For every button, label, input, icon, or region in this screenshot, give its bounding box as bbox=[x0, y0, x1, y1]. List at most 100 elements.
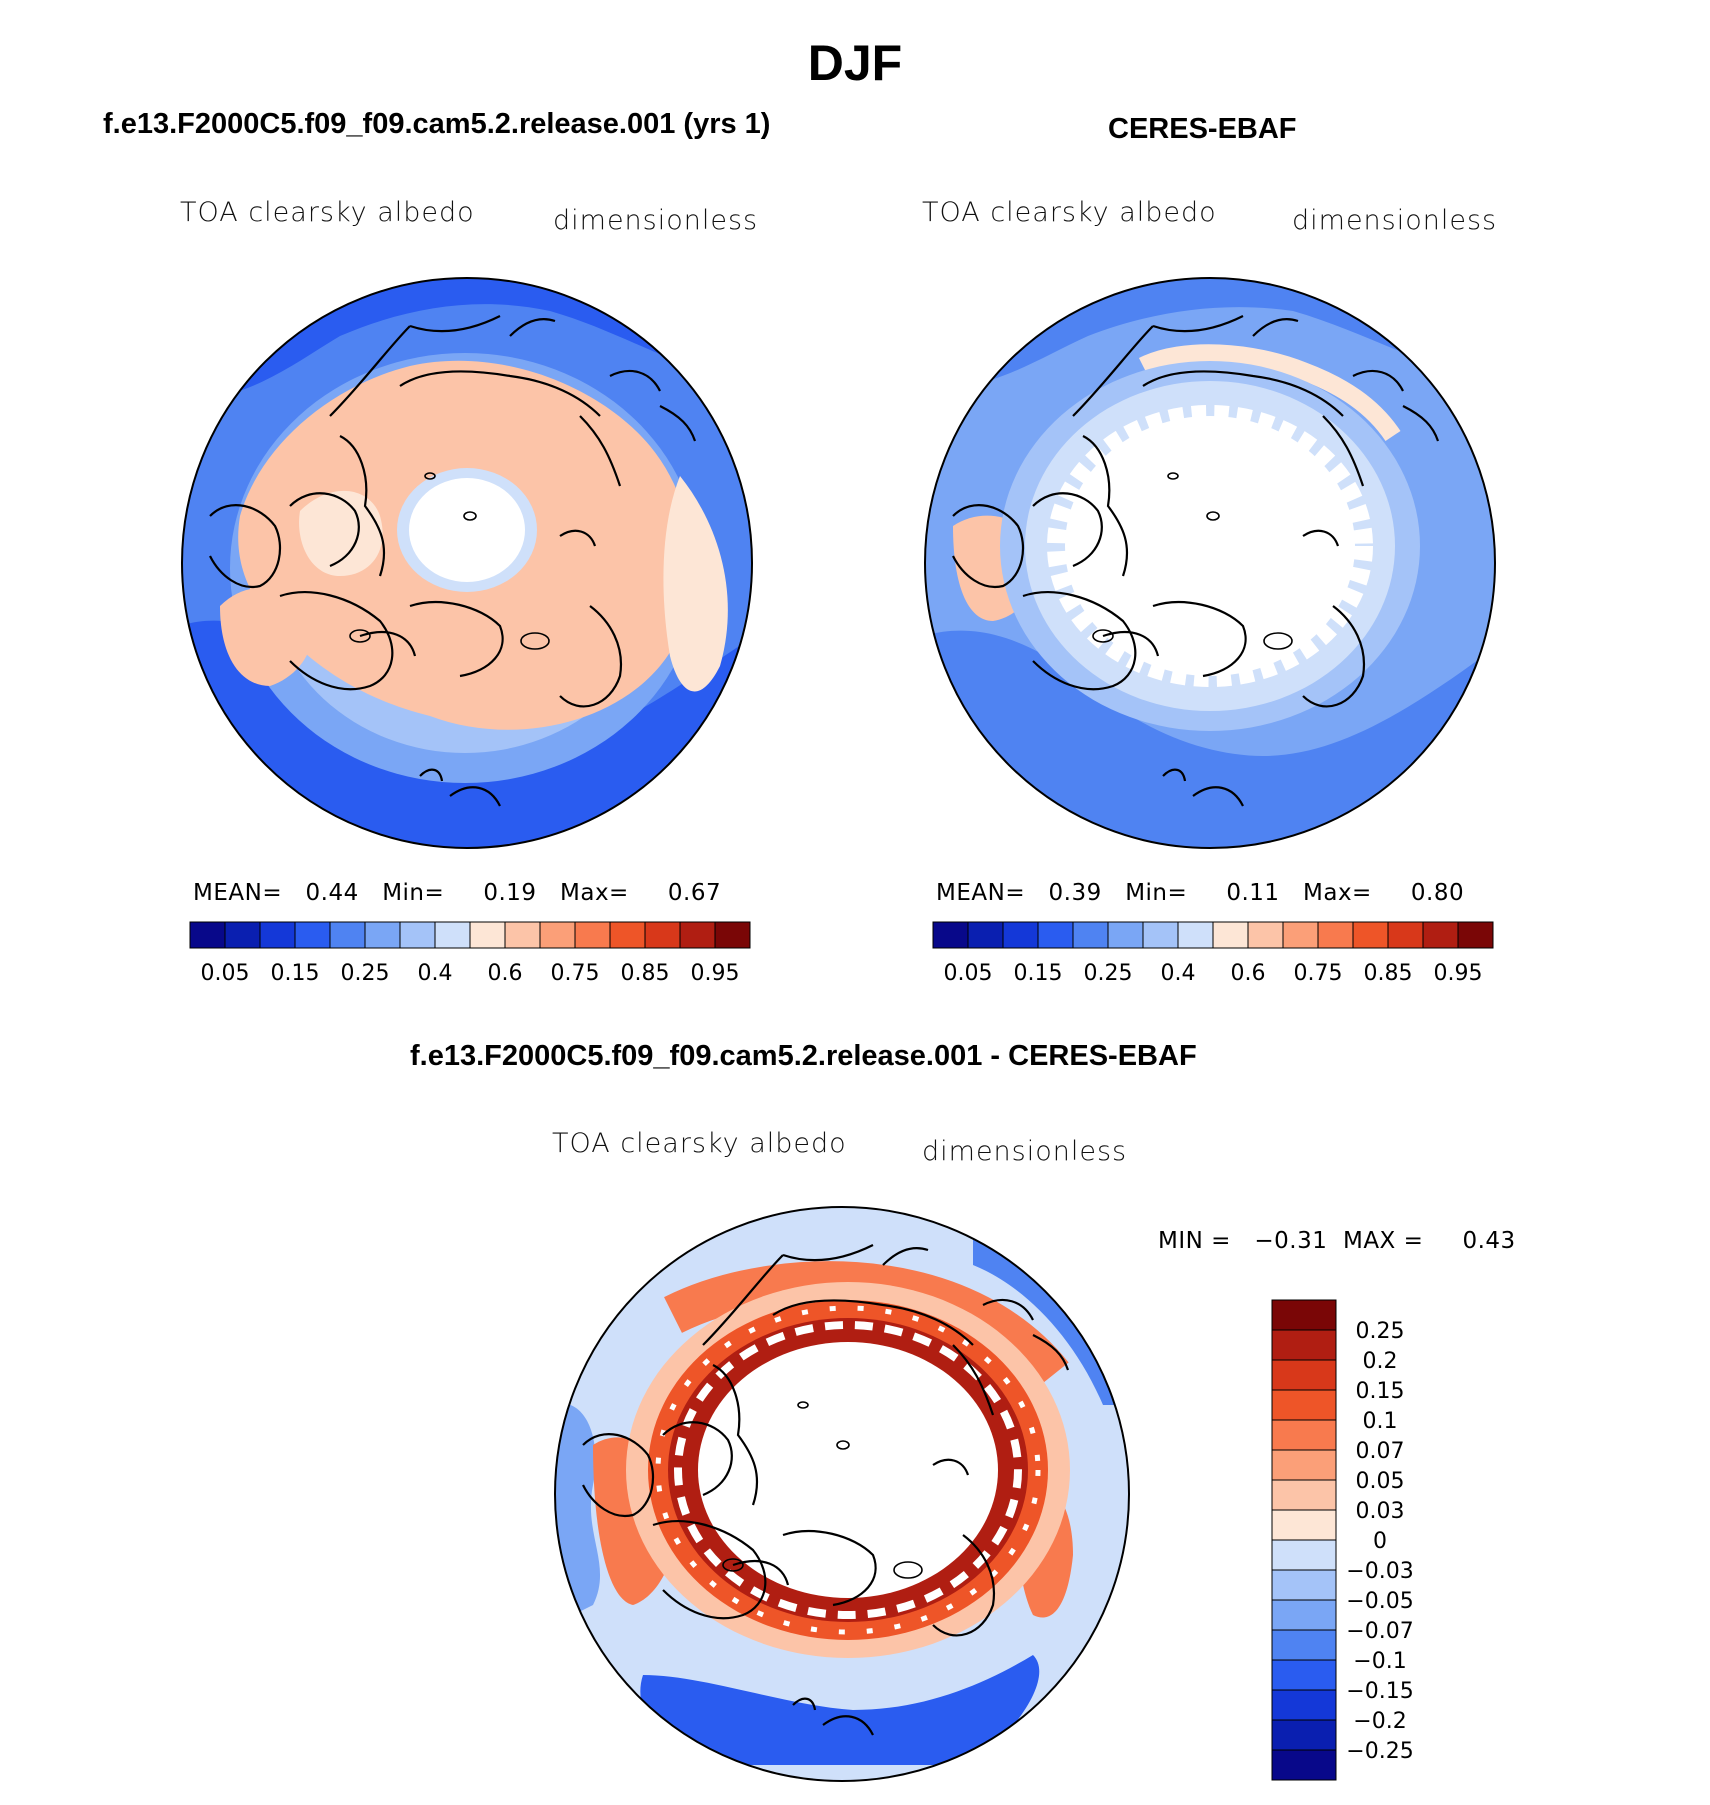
model-colorbar-swatch bbox=[329, 921, 366, 949]
model-colorbar-label: 0.85 bbox=[621, 961, 670, 986]
obs-colorbar-label: 0.6 bbox=[1231, 961, 1266, 986]
diff-colorbar-swatch bbox=[1271, 1659, 1337, 1691]
obs-islands bbox=[1092, 472, 1293, 650]
diff-colorbar-swatch bbox=[1271, 1569, 1337, 1601]
obs-polar-map bbox=[924, 277, 1496, 849]
obs-colorbar-swatch bbox=[1107, 921, 1144, 949]
obs-colorbar-swatch bbox=[1002, 921, 1039, 949]
model-colorbar-swatch bbox=[434, 921, 471, 949]
diff-colorbar-swatch bbox=[1271, 1629, 1337, 1661]
model-colorbar-swatch bbox=[714, 921, 751, 949]
diff-max-value: 0.43 bbox=[1462, 1228, 1516, 1254]
obs-pole-hole bbox=[1065, 416, 1355, 676]
diff-colorbar-swatch bbox=[1271, 1539, 1337, 1571]
obs-colorbar-label: 0.4 bbox=[1161, 961, 1196, 986]
model-colorbar: 0.05 0.15 0.25 0.4 0.6 0.75 0.85 0.95 bbox=[189, 921, 751, 986]
obs-min-label: Min= bbox=[1125, 880, 1188, 906]
model-canada-patch bbox=[299, 490, 383, 576]
model-colorbar-label: 0.15 bbox=[271, 961, 320, 986]
diff-colorbar-swatch bbox=[1271, 1479, 1337, 1511]
diff-colorbar-swatch bbox=[1271, 1599, 1337, 1631]
obs-stats: MEAN= 0.39 Min= 0.11 Max= 0.80 bbox=[936, 880, 1464, 906]
diff-coastlines bbox=[582, 1244, 1070, 1736]
model-eurasia-patch bbox=[663, 476, 728, 692]
model-colorbar-label: 0.4 bbox=[418, 961, 453, 986]
model-coastlines bbox=[209, 315, 697, 807]
diff-colorbar-label: 0.15 bbox=[1356, 1379, 1405, 1404]
obs-colorbar-swatch bbox=[1317, 921, 1354, 949]
model-colorbar-label: 0.25 bbox=[341, 961, 390, 986]
obs-variable-label: TOA clearsky albedo bbox=[922, 197, 1217, 228]
model-colorbar-swatch bbox=[469, 921, 506, 949]
diff-colorbar-label: −0.1 bbox=[1353, 1649, 1406, 1674]
diff-polar-map bbox=[554, 1206, 1130, 1782]
obs-colorbar-label: 0.05 bbox=[944, 961, 993, 986]
obs-colorbar-swatch bbox=[1282, 921, 1319, 949]
diff-min-label: MIN = bbox=[1158, 1228, 1231, 1254]
model-colorbar-swatch bbox=[189, 921, 226, 949]
diff-colorbar-swatch bbox=[1271, 1419, 1337, 1451]
obs-max-value: 0.80 bbox=[1410, 880, 1465, 906]
obs-colorbar-swatch bbox=[1247, 921, 1284, 949]
diff-islands bbox=[722, 1401, 923, 1579]
diff-missing-ring-1 bbox=[674, 1321, 1022, 1619]
diff-colorbar-swatch bbox=[1271, 1749, 1337, 1781]
diff-units-label: dimensionless bbox=[922, 1136, 1128, 1167]
diff-colorbar-label: 0.05 bbox=[1356, 1469, 1405, 1494]
obs-colorbar-label: 0.85 bbox=[1364, 961, 1413, 986]
model-colorbar-swatches bbox=[189, 921, 751, 949]
obs-min-value: 0.11 bbox=[1226, 880, 1280, 906]
obs-max-label: Max= bbox=[1303, 880, 1372, 906]
model-colorbar-swatch bbox=[504, 921, 541, 949]
diff-colorbar-swatches bbox=[1271, 1299, 1337, 1781]
model-map-border bbox=[181, 277, 753, 849]
obs-colorbar-labels: 0.05 0.15 0.25 0.4 0.6 0.75 0.85 0.95 bbox=[944, 961, 1483, 986]
obs-panel-title: CERES-EBAF bbox=[1108, 113, 1297, 145]
obs-colorbar: 0.05 0.15 0.25 0.4 0.6 0.75 0.85 0.95 bbox=[932, 921, 1494, 986]
diff-colorbar-label: −0.15 bbox=[1346, 1679, 1413, 1704]
obs-colorbar-swatch bbox=[1457, 921, 1494, 949]
obs-map-border bbox=[924, 277, 1496, 849]
obs-mean-label: MEAN= bbox=[936, 880, 1026, 906]
diff-colorbar-label: 0.25 bbox=[1356, 1319, 1405, 1344]
obs-colorbar-swatch bbox=[1422, 921, 1459, 949]
obs-colorbar-swatch bbox=[1142, 921, 1179, 949]
diff-pole-hole bbox=[698, 1342, 998, 1598]
diff-colorbar-label: 0.07 bbox=[1356, 1439, 1405, 1464]
obs-mean-value: 0.39 bbox=[1048, 880, 1102, 906]
diff-colorbar-label: −0.05 bbox=[1346, 1589, 1413, 1614]
obs-colorbar-swatch bbox=[1212, 921, 1249, 949]
diff-colorbar-swatch bbox=[1271, 1509, 1337, 1541]
obs-colorbar-swatch bbox=[1072, 921, 1109, 949]
model-islands bbox=[349, 472, 550, 650]
model-min-label: Min= bbox=[382, 880, 445, 906]
model-colorbar-swatch bbox=[399, 921, 436, 949]
obs-units-label: dimensionless bbox=[1292, 205, 1498, 236]
diff-colorbar-swatch bbox=[1271, 1719, 1337, 1751]
obs-colorbar-swatch bbox=[967, 921, 1004, 949]
model-mean-value: 0.44 bbox=[305, 880, 359, 906]
model-colorbar-swatch bbox=[259, 921, 296, 949]
model-colorbar-label: 0.6 bbox=[488, 961, 523, 986]
obs-siberia-band bbox=[1138, 344, 1401, 442]
model-colorbar-label: 0.75 bbox=[551, 961, 600, 986]
diff-colorbar-label: −0.07 bbox=[1346, 1619, 1413, 1644]
diff-colorbar-swatch bbox=[1271, 1449, 1337, 1481]
diff-colorbar-label: 0 bbox=[1373, 1529, 1387, 1554]
diff-max-label: MAX = bbox=[1342, 1228, 1424, 1254]
diff-panel-title: f.e13.F2000C5.f09_f09.cam5.2.release.001… bbox=[410, 1040, 1197, 1072]
model-colorbar-swatch bbox=[574, 921, 611, 949]
obs-colorbar-label: 0.75 bbox=[1294, 961, 1343, 986]
obs-colorbar-swatch bbox=[932, 921, 969, 949]
diff-colorbar-label: −0.2 bbox=[1353, 1709, 1406, 1734]
obs-lowalbedo-south bbox=[925, 630, 1495, 848]
diff-map-border bbox=[554, 1206, 1130, 1782]
model-max-value: 0.67 bbox=[667, 880, 722, 906]
obs-colorbar-label: 0.15 bbox=[1014, 961, 1063, 986]
model-colorbar-swatch bbox=[539, 921, 576, 949]
diff-colorbar-swatch bbox=[1271, 1689, 1337, 1721]
obs-colorbar-label: 0.25 bbox=[1084, 961, 1133, 986]
model-colorbar-label: 0.95 bbox=[691, 961, 740, 986]
diff-colorbar-label: −0.25 bbox=[1346, 1739, 1413, 1764]
diff-colorbar-label: 0.1 bbox=[1363, 1409, 1398, 1434]
